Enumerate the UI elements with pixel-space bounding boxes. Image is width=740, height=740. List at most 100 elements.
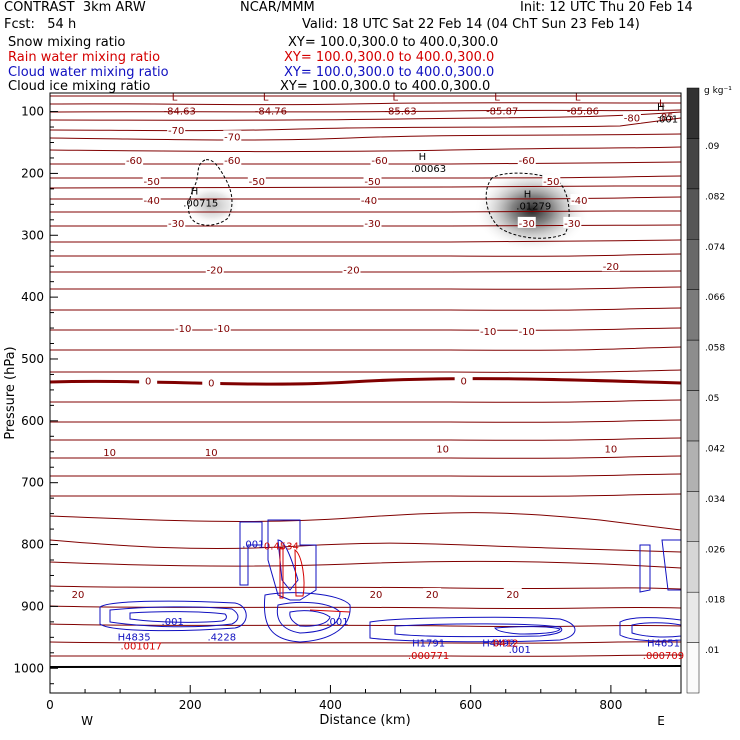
contour-label-bg: [479, 325, 498, 337]
rain-water-contour: [279, 547, 284, 599]
cloud-water-contour: [109, 606, 239, 628]
isotherm: [50, 654, 681, 657]
contour-label-bg: [370, 153, 389, 165]
isotherm: [50, 133, 681, 141]
contour-label-bg: [205, 263, 224, 275]
y-tick-label: 400: [21, 290, 44, 304]
contour-label: -60: [224, 156, 240, 167]
y-tick-label: 800: [21, 538, 44, 552]
isotherm: [50, 286, 681, 290]
low-value: -85.: [657, 112, 677, 123]
field-rain-name: Rain water mixing ratio: [8, 50, 161, 65]
colorbar-label: .042: [705, 444, 725, 454]
contour-label-bg: [342, 263, 361, 275]
isotherm: [50, 185, 681, 189]
contour-label-bg: [517, 216, 536, 228]
cloud-water-label: .4228: [207, 632, 236, 643]
colorbar-label: .066: [705, 293, 725, 303]
contour-label: -50: [143, 177, 159, 188]
snow-shade-right: [474, 168, 590, 252]
high-value: .00063: [411, 164, 446, 175]
y-tick-label: 600: [21, 414, 44, 428]
contour-label-bg: [517, 325, 536, 337]
contour-label-bg: [69, 588, 88, 600]
contour-label-bg: [367, 588, 386, 600]
snow-max-value: .01279: [516, 201, 551, 212]
contour-label-bg: [139, 374, 158, 386]
contour-label-bg: [601, 260, 620, 272]
contour-label-bg: [223, 130, 242, 142]
field-snow-xy: XY= 100.0,300.0 to 400.0,300.0: [288, 35, 499, 50]
colorbar-label: .018: [705, 596, 725, 606]
contour-label: -70: [224, 132, 240, 143]
contour-label-bg: [363, 174, 382, 186]
y-tick-label: 500: [21, 352, 44, 366]
low-marker: L: [659, 98, 665, 109]
snow-contour-left: [188, 159, 233, 226]
snow-max-marker: H: [524, 189, 532, 200]
cloud-water-contour: [661, 539, 681, 591]
contour-label: -30: [564, 219, 580, 230]
contour-label-bg: [517, 153, 536, 165]
isotherm: [50, 210, 681, 213]
rain-water-label: .000709: [643, 651, 684, 662]
low-value: -84.76: [255, 106, 287, 117]
isotherm: [50, 102, 681, 106]
colorbar-segment: [686, 642, 700, 694]
colorbar-label: .058: [705, 344, 725, 354]
x-axis: 0 200 400 600 800: [46, 685, 682, 712]
contour-label: 10: [605, 445, 618, 456]
contour-label-bg: [223, 153, 242, 165]
cloud-water-contour: [277, 539, 299, 591]
isotherm: [50, 539, 681, 553]
rain-water-contour: [309, 609, 351, 613]
colorbar-label: .09: [705, 142, 720, 152]
rain-water-contours: [279, 547, 351, 613]
colorbar-label: .05: [705, 394, 719, 404]
cloud-water-labels: .001 .001 .001 .001 H4835 .4228 H1791 H4492 H465…: [118, 540, 680, 656]
cloud-water-contour: [276, 601, 341, 634]
isotherm: [50, 493, 681, 497]
colorbar-label: .01: [705, 646, 719, 656]
isotherm: [50, 437, 681, 441]
y-axis-title: Pressure (hPa): [3, 346, 18, 439]
contour-label-bg: [423, 588, 442, 600]
contour-label: -80: [624, 114, 640, 125]
cloud-water-label: H1791: [412, 639, 445, 650]
y-tick-label: 1000: [13, 661, 44, 675]
y-tick-label: 900: [21, 599, 44, 613]
isotherm: [50, 270, 681, 273]
isotherm: [50, 455, 681, 459]
colorbar-label: .026: [705, 545, 725, 555]
contour-label: -60: [126, 156, 142, 167]
model-title: CONTRAST 3km ARW: [4, 0, 146, 15]
contour-label: 20: [370, 590, 383, 601]
contour-label: 10: [205, 448, 218, 459]
cloud-water-label: .001: [242, 540, 264, 551]
contour-label: 0: [460, 377, 466, 388]
contour-label-bg: [622, 111, 641, 123]
cloud-water-label: .001: [162, 617, 184, 628]
colorbar-label: .034: [705, 495, 725, 505]
rain-water-labels: .001017 .000771 0412 .000709 0.4534: [120, 541, 684, 661]
contour-label: 0: [208, 378, 214, 389]
low-marker: L: [172, 92, 178, 103]
rain-water-label: 0.4534: [264, 541, 299, 552]
snow-shade-left: [184, 185, 240, 225]
contour-label: -60: [371, 156, 387, 167]
colorbar-segment: [686, 491, 700, 543]
cloud-water-contour: [494, 626, 561, 635]
x-tick-label: 0: [46, 698, 54, 712]
field-cloudwater-name: Cloud water mixing ratio: [8, 65, 169, 80]
colorbar-segment: [686, 390, 700, 442]
isotherm: [50, 307, 681, 311]
contour-label: 20: [426, 590, 439, 601]
contour-label-bg: [142, 194, 161, 206]
high-value: .001: [656, 115, 678, 126]
field-cloudwater-xy: XY= 100.0,300.0 to 400.0,300.0: [284, 65, 495, 80]
contour-label-bg: [167, 216, 186, 228]
cloud-water-contour: [631, 622, 681, 638]
isotherm: [50, 327, 681, 331]
contour-label-bg: [212, 322, 231, 334]
